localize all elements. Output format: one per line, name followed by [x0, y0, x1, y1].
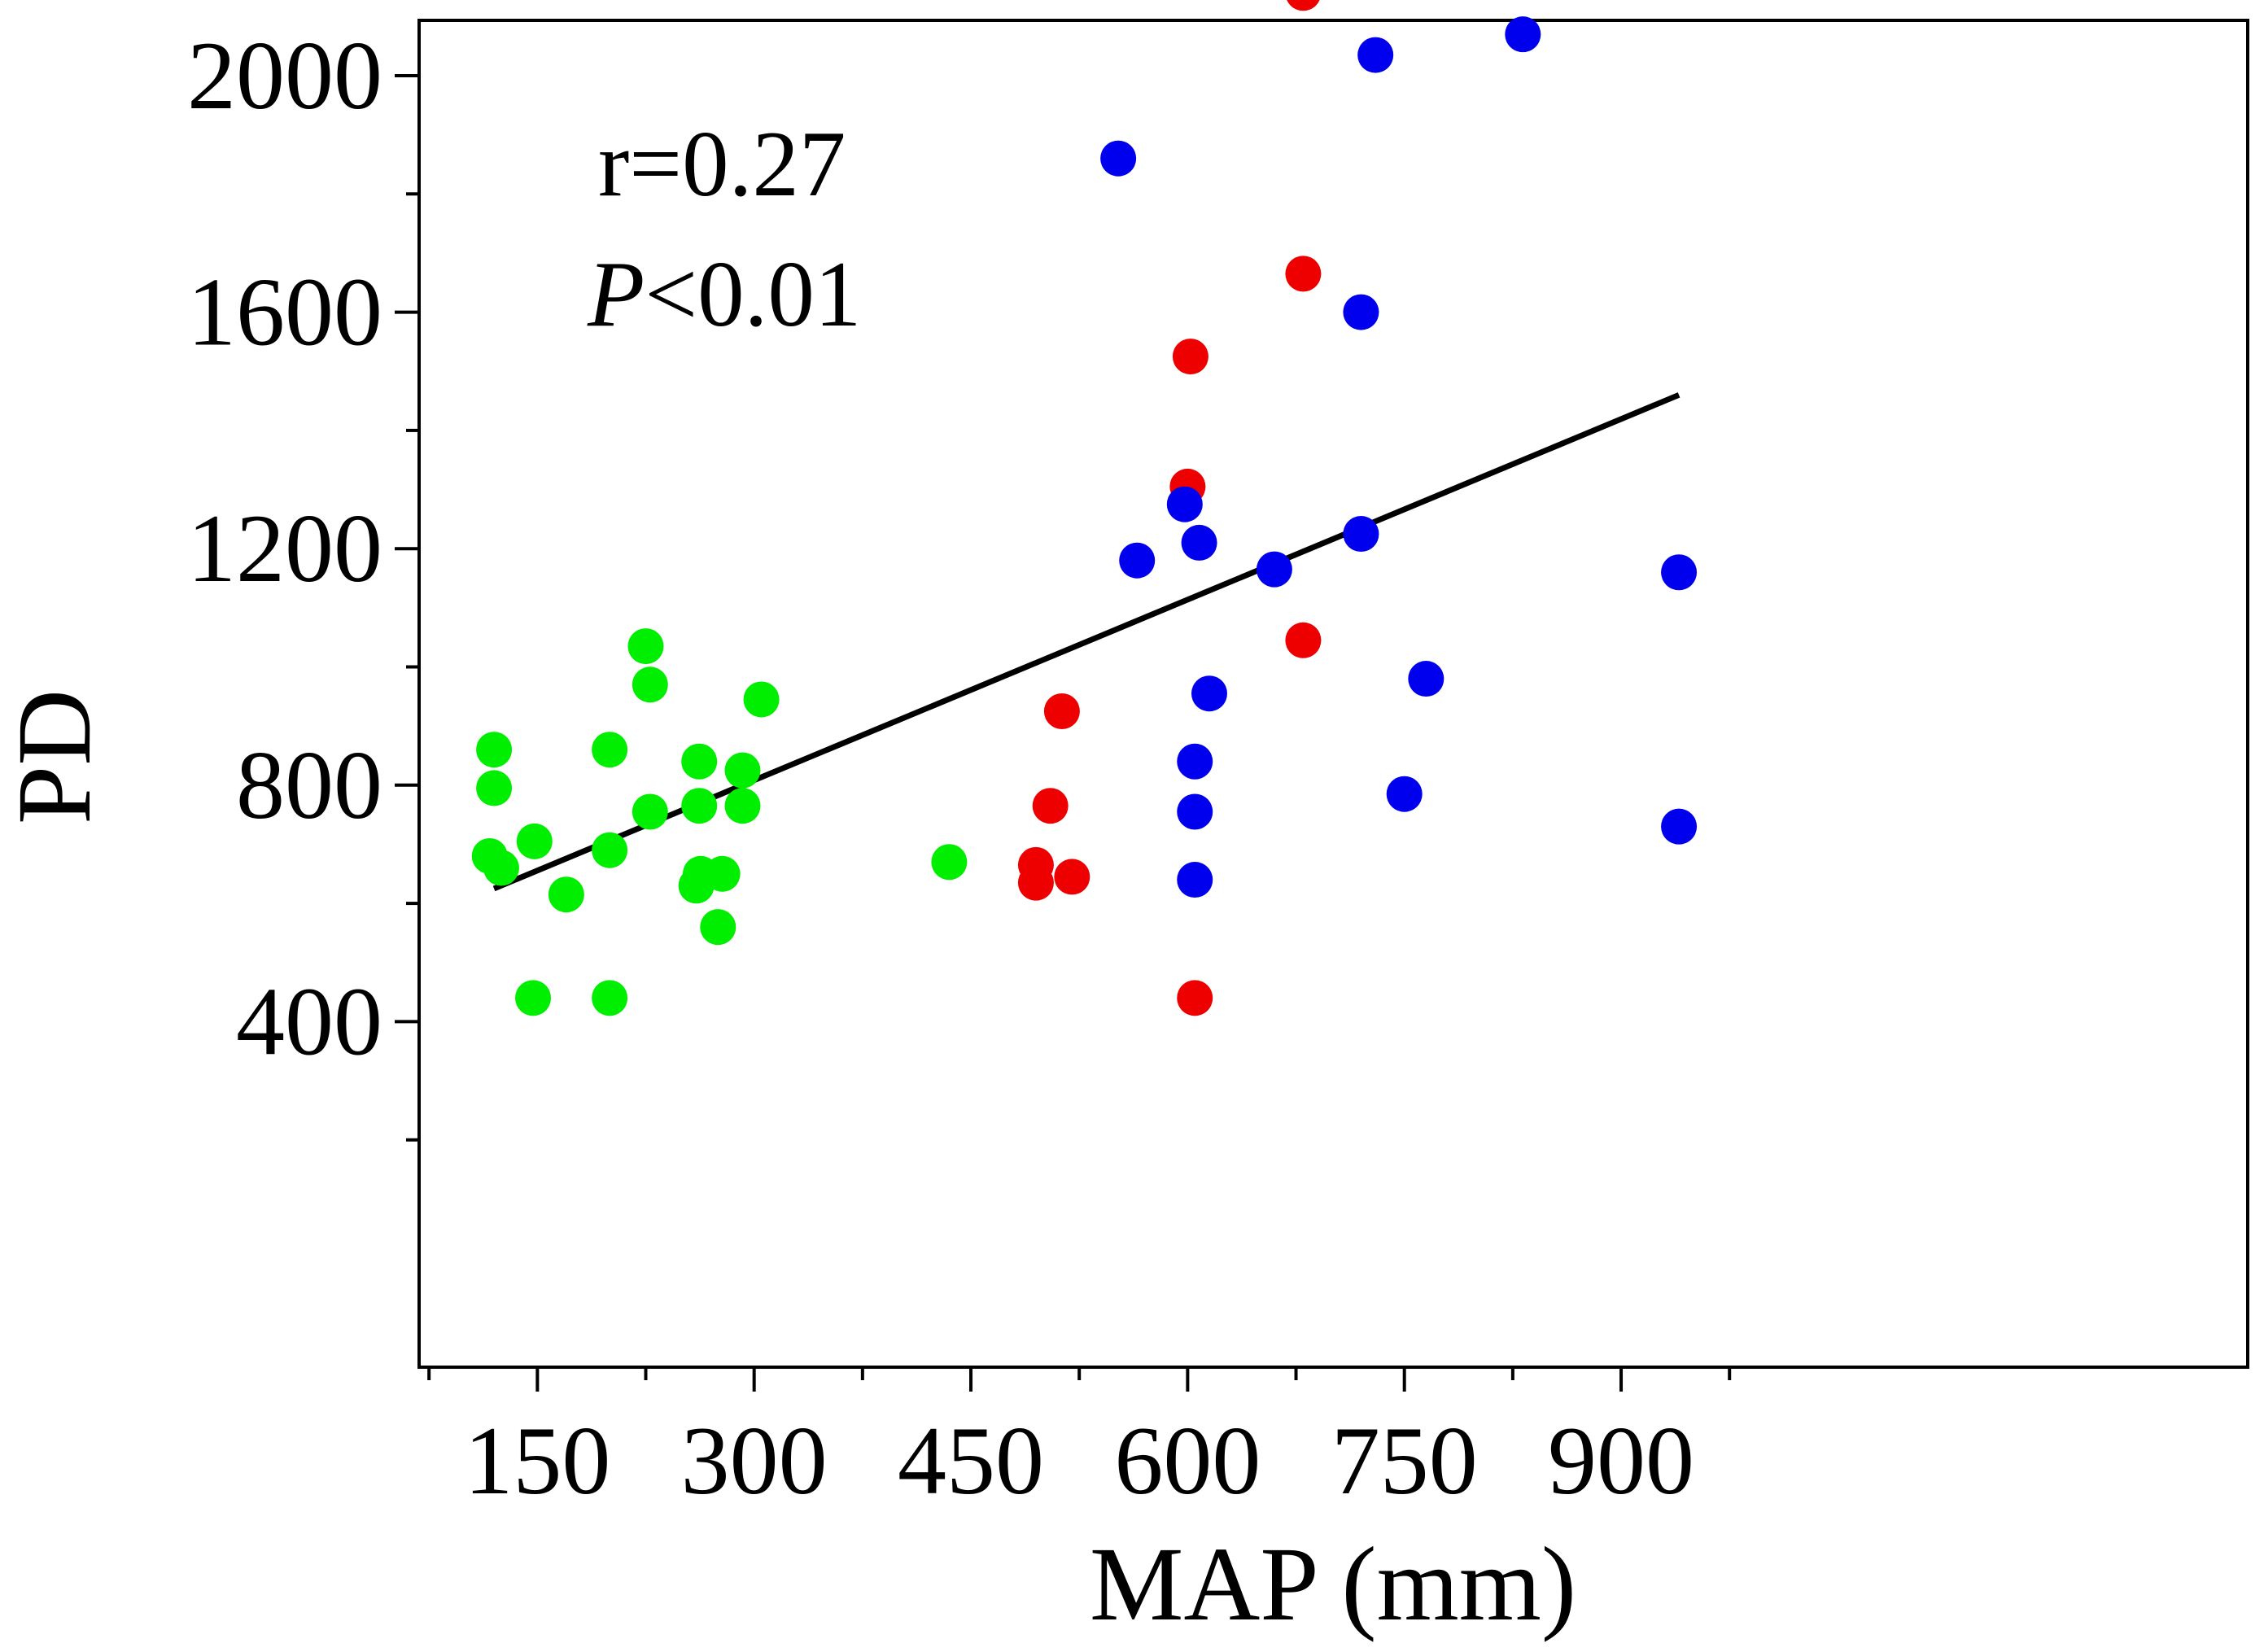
data-point-green — [476, 732, 513, 768]
data-point-red — [1043, 693, 1080, 729]
regression-line — [492, 392, 1681, 892]
data-point-green — [700, 909, 736, 946]
data-point-red — [1285, 256, 1322, 292]
series-green — [471, 628, 968, 1016]
data-point-red — [1285, 622, 1322, 658]
r-annotation: r=0.27 — [598, 112, 846, 216]
x-tick-label: 150 — [464, 1406, 610, 1514]
y-tick-label: 1200 — [187, 494, 382, 602]
x-tick-label: 900 — [1548, 1406, 1694, 1514]
data-point-green — [743, 681, 780, 718]
data-point-green — [592, 980, 628, 1016]
y-tick-label: 800 — [236, 731, 382, 839]
series-blue — [1100, 16, 1698, 898]
data-point-green — [704, 855, 741, 892]
data-point-green — [724, 788, 761, 824]
data-points — [471, 0, 1698, 1016]
data-point-blue — [1191, 675, 1227, 712]
axes: 4008001200160020002400 15030045060075090… — [187, 19, 2249, 1514]
data-point-green — [515, 980, 552, 1016]
data-point-green — [681, 788, 718, 824]
data-point-green — [724, 752, 761, 789]
data-point-green — [632, 793, 668, 830]
data-point-blue — [1408, 661, 1445, 697]
data-point-red — [1172, 339, 1208, 375]
data-point-blue — [1177, 743, 1213, 780]
y-tick-label: 2000 — [187, 21, 382, 129]
y-tick-label: 400 — [236, 967, 382, 1075]
data-point-green — [627, 628, 664, 665]
data-point-green — [592, 732, 628, 768]
data-point-blue — [1177, 862, 1213, 898]
x-tick-label: 300 — [681, 1406, 828, 1514]
data-point-red — [1177, 980, 1213, 1016]
data-point-blue — [1505, 16, 1541, 53]
data-point-green — [681, 743, 718, 780]
data-point-red — [1054, 859, 1090, 895]
data-point-red — [1017, 864, 1054, 901]
p-annotation: P<0.01 — [587, 243, 861, 346]
x-tick-label: 750 — [1331, 1406, 1478, 1514]
y-axis-label: PD — [0, 689, 113, 824]
data-point-green — [476, 770, 513, 806]
data-point-green — [931, 844, 968, 881]
data-point-blue — [1166, 486, 1203, 522]
data-point-blue — [1177, 793, 1213, 830]
data-point-blue — [1100, 140, 1137, 177]
data-point-green — [592, 832, 628, 868]
data-point-blue — [1386, 776, 1423, 812]
data-point-green — [548, 876, 584, 913]
x-axis-ticks: 150 300 450 600 750 900 — [427, 1367, 1732, 1514]
data-point-red — [1287, 0, 1320, 11]
data-point-blue — [1119, 542, 1156, 579]
x-axis-label: MAP (mm) — [1090, 1526, 1576, 1643]
x-tick-label: 450 — [898, 1406, 1044, 1514]
data-point-blue — [1357, 37, 1394, 73]
x-tick-label: 600 — [1114, 1406, 1261, 1514]
p-annotation-symbol: P — [587, 243, 645, 346]
data-point-green — [516, 823, 553, 859]
y-tick-label: 1600 — [187, 258, 382, 366]
series-red — [1017, 0, 1322, 1016]
data-point-blue — [1256, 551, 1292, 588]
plot-frame — [417, 19, 2249, 1369]
data-point-red — [1032, 788, 1069, 824]
data-point-blue — [1661, 554, 1698, 591]
regression-line-group — [492, 392, 1681, 892]
data-point-green — [632, 666, 668, 703]
data-point-blue — [1181, 524, 1217, 561]
y-axis-ticks: 4008001200160020002400 — [187, 21, 419, 1142]
p-annotation-value: <0.01 — [645, 243, 861, 346]
data-point-green — [483, 850, 519, 886]
data-point-blue — [1343, 516, 1379, 553]
data-point-blue — [1661, 808, 1698, 845]
data-point-blue — [1343, 294, 1379, 330]
